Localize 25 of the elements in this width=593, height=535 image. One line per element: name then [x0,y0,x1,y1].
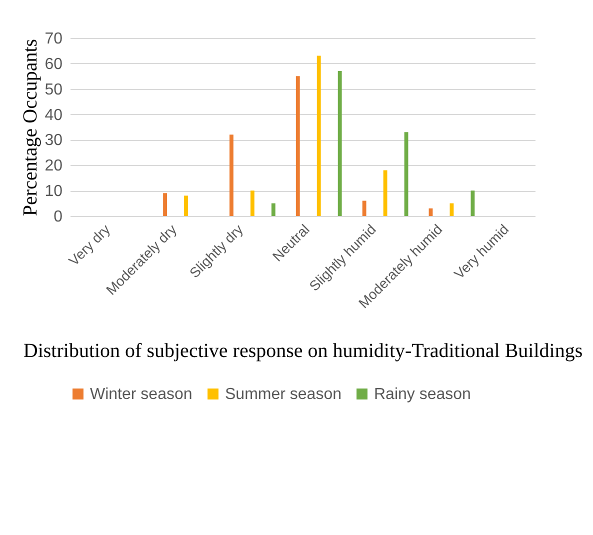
y-tick-label: 0 [54,208,63,226]
y-tick-label: 30 [44,132,63,150]
x-axis-title: Distribution of subjective response on humidity-Traditional Buildings [23,340,583,362]
bar [184,196,188,216]
bar [271,203,276,216]
bar [250,190,254,216]
bar [163,193,167,216]
bar [383,170,388,216]
y-tick-label: 40 [44,106,63,124]
legend-label: Summer season [225,386,342,403]
bar [338,71,342,216]
y-tick-label: 10 [44,183,63,200]
bar [296,76,300,216]
y-axis-title: Percentage Occupants [20,38,42,216]
y-tick-label: 20 [44,158,63,175]
legend-label: Winter season [90,386,192,403]
y-tick-label: 60 [44,56,63,73]
y-tick-label: 50 [44,81,63,98]
bar [229,134,234,216]
bar [362,200,366,216]
legend-label: Rainy season [374,386,471,403]
x-tick-label: Very dry [65,221,114,269]
bar [470,190,475,216]
bar [316,56,321,216]
y-tick-label: 70 [44,30,63,48]
